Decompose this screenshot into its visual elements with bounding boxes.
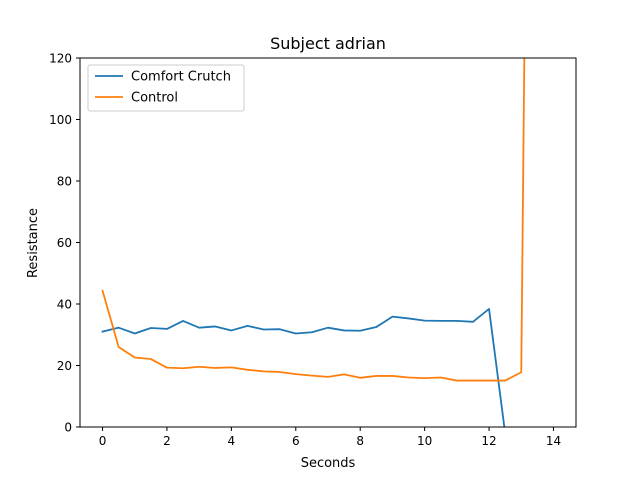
x-tick-label: 4 <box>228 434 236 448</box>
y-tick-label: 40 <box>57 298 72 312</box>
y-tick-label: 120 <box>49 52 72 66</box>
x-tick-label: 0 <box>99 434 107 448</box>
y-tick-label: 80 <box>57 175 72 189</box>
x-tick-label: 14 <box>546 434 561 448</box>
x-axis-label: Seconds <box>301 456 356 471</box>
series-layer <box>101 58 526 427</box>
x-tick-label: 8 <box>356 434 364 448</box>
y-tick-label: 0 <box>64 421 72 435</box>
x-tick-label: 2 <box>163 434 171 448</box>
x-axis-ticks: 0 2 4 6 8 10 12 14 <box>99 427 561 448</box>
y-tick-label: 60 <box>57 236 72 250</box>
y-axis-label: Resistance <box>26 208 41 278</box>
y-axis-ticks: 0 20 40 60 80 100 120 <box>49 52 80 435</box>
plot-area-frame <box>79 57 577 428</box>
y-tick-label: 100 <box>49 113 72 127</box>
x-tick-label: 6 <box>292 434 300 448</box>
legend: Comfort Crutch Control <box>87 64 245 112</box>
legend-box <box>87 64 245 112</box>
legend-label: Control <box>131 91 178 106</box>
series-line-1 <box>101 58 526 382</box>
chart-title: Subject adrian <box>270 34 386 53</box>
x-tick-label: 10 <box>417 434 432 448</box>
legend-label: Comfort Crutch <box>131 70 231 85</box>
series-line-0 <box>101 308 506 427</box>
y-tick-label: 20 <box>57 359 72 373</box>
x-tick-label: 12 <box>481 434 496 448</box>
